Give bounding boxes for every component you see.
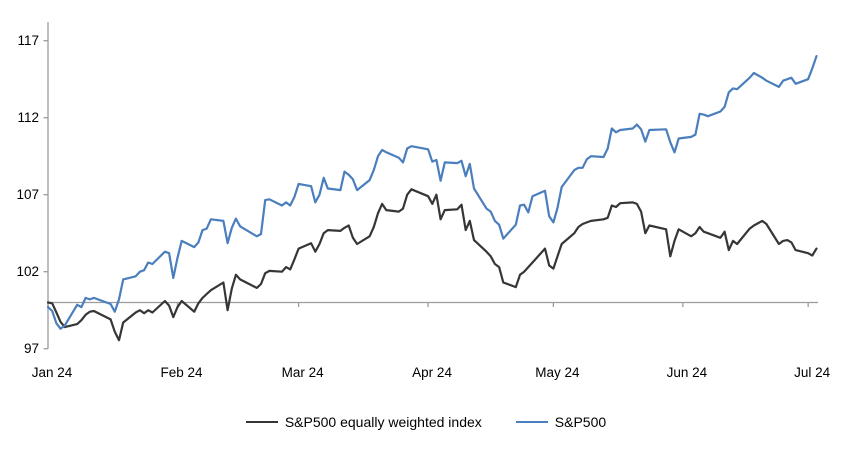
legend-item-sp500: S&P500 [515, 414, 607, 430]
series-line-sp500 [46, 54, 818, 330]
x-tick-label: May 24 [535, 365, 580, 380]
x-tick-label: Mar 24 [282, 365, 325, 380]
x-tick-label: Jun 24 [667, 365, 708, 380]
y-tick-label: 112 [17, 110, 39, 125]
x-tick-label: Apr 24 [412, 365, 452, 380]
series-line-equal-weight [46, 188, 818, 342]
legend-label-equal-weight: S&P500 equally weighted index [284, 414, 482, 430]
y-tick-label: 117 [17, 33, 39, 48]
x-tick-label: Jan 24 [32, 365, 73, 380]
sp500-line-swatch [515, 421, 548, 423]
equal-weight-line-swatch [245, 421, 278, 423]
chart-legend: S&P500 equally weighted index S&P500 [0, 409, 852, 435]
legend-item-equal-weight: S&P500 equally weighted index [245, 414, 482, 430]
x-tick-label: Jul 24 [794, 365, 831, 380]
y-tick-label: 97 [24, 341, 39, 356]
y-tick-label: 107 [16, 187, 39, 202]
legend-label-sp500: S&P500 [554, 414, 607, 430]
y-tick-label: 102 [16, 264, 39, 279]
plot-area: 97 102 107 112 117 Jan 24 Feb 24 Mar 24 Apr 24 Ma… [16, 22, 831, 380]
x-tick-label: Feb 24 [160, 365, 203, 380]
